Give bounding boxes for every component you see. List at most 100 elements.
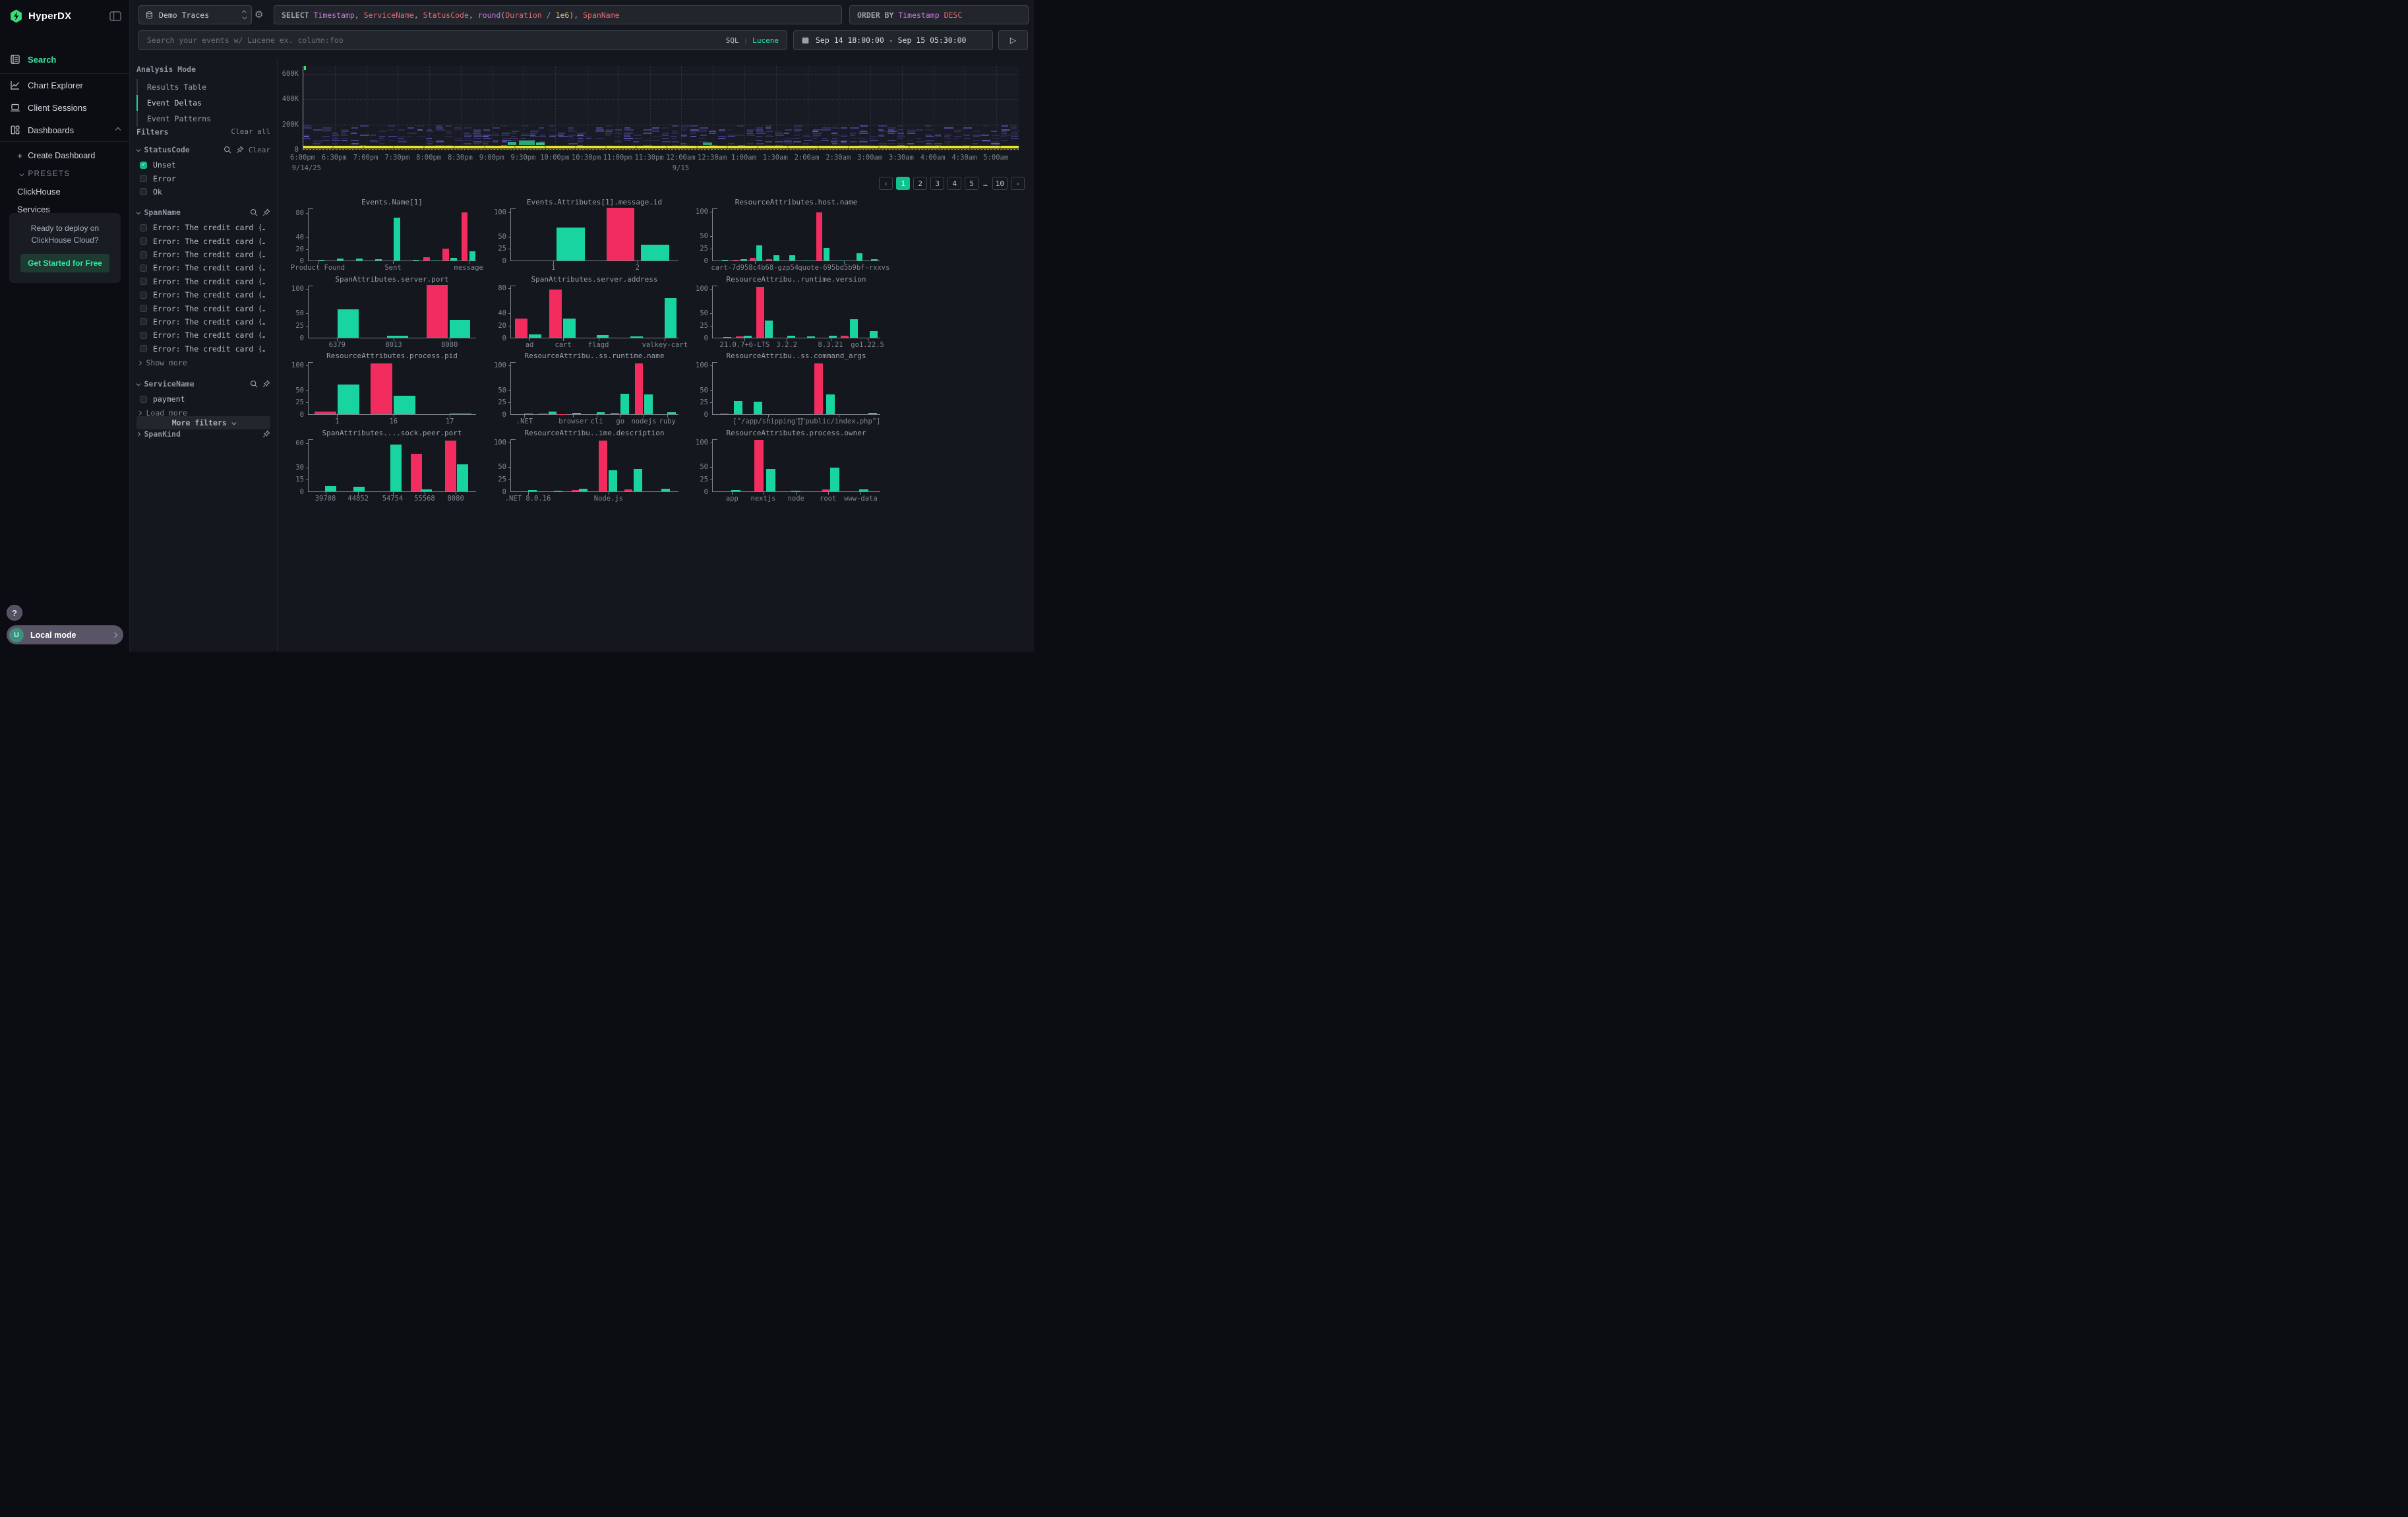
bar[interactable]: [868, 412, 877, 414]
bar[interactable]: [548, 412, 557, 414]
filter-checkbox-row[interactable]: Error: The credit card (…: [136, 342, 270, 356]
bar[interactable]: [766, 259, 772, 261]
bar[interactable]: [562, 319, 576, 338]
presets-toggle[interactable]: PRESETS: [0, 166, 129, 183]
checkbox-unchecked[interactable]: [140, 264, 147, 272]
bar[interactable]: [789, 255, 795, 261]
bar[interactable]: [814, 363, 824, 414]
bar[interactable]: [766, 469, 775, 491]
filter-checkbox-row[interactable]: Error: The credit card (…: [136, 301, 270, 315]
bar[interactable]: [731, 490, 741, 491]
bar[interactable]: [829, 467, 839, 491]
bar[interactable]: [787, 335, 795, 338]
collapse-sidebar-icon[interactable]: [109, 11, 121, 21]
checkbox-unchecked[interactable]: [140, 305, 147, 313]
bar[interactable]: [315, 412, 337, 414]
bar[interactable]: [773, 255, 780, 261]
filter-section-header[interactable]: ServiceName: [136, 375, 270, 392]
bar[interactable]: [634, 363, 644, 414]
sidebar-item-chart-explorer[interactable]: Chart Explorer: [0, 74, 129, 96]
mini-chart-plot[interactable]: 100 50 25 0 .NET browser cli go nodejs ruby: [494, 361, 678, 425]
bar[interactable]: [756, 245, 762, 261]
bar[interactable]: [754, 402, 763, 414]
pin-icon[interactable]: [262, 380, 270, 388]
checkbox-unchecked[interactable]: [140, 251, 147, 259]
checkbox-unchecked[interactable]: [140, 331, 147, 339]
sidebar-item-search[interactable]: Search: [0, 48, 129, 71]
bar[interactable]: [596, 412, 605, 414]
bar[interactable]: [390, 445, 402, 491]
bar[interactable]: [371, 363, 393, 414]
clear-all-button[interactable]: Clear all: [231, 127, 270, 136]
analysis-mode-option[interactable]: Event Deltas: [136, 95, 272, 111]
filter-section-header[interactable]: SpanKind: [136, 425, 270, 443]
checkbox-checked[interactable]: ✓: [140, 161, 147, 169]
bar[interactable]: [457, 464, 469, 491]
pin-icon[interactable]: [236, 146, 244, 154]
bar[interactable]: [807, 336, 816, 338]
bar[interactable]: [579, 488, 588, 491]
checkbox-unchecked[interactable]: [140, 224, 147, 232]
bar[interactable]: [423, 257, 431, 261]
sidebar-item-clickhouse[interactable]: ClickHouse: [17, 187, 61, 197]
filter-section-header[interactable]: SpanName: [136, 204, 270, 221]
mini-chart-plot[interactable]: 100 50 25 0 .NET 8.0.16 Node.js: [494, 439, 678, 503]
local-mode-menu[interactable]: U Local mode: [7, 625, 123, 644]
page-button-10[interactable]: 10: [992, 177, 1008, 190]
filter-checkbox-row[interactable]: Error: The credit card (…: [136, 221, 270, 234]
bar[interactable]: [528, 490, 537, 491]
bar[interactable]: [549, 290, 562, 338]
bar[interactable]: [324, 486, 336, 491]
bar[interactable]: [557, 228, 585, 261]
bar[interactable]: [450, 257, 457, 261]
bar[interactable]: [356, 259, 363, 261]
filter-checkbox-row[interactable]: Error: The credit card (…: [136, 235, 270, 248]
previous-page-button[interactable]: ‹: [879, 177, 893, 190]
bar[interactable]: [661, 488, 670, 491]
sql-mode-button[interactable]: SQL: [725, 36, 739, 45]
checkbox-unchecked[interactable]: [140, 237, 147, 245]
bar[interactable]: [858, 489, 868, 491]
help-button[interactable]: ?: [7, 605, 22, 621]
bar[interactable]: [611, 412, 619, 414]
bar[interactable]: [420, 489, 433, 491]
bar[interactable]: [756, 287, 765, 338]
bar[interactable]: [337, 259, 344, 261]
mini-chart-plot[interactable]: 60 30 15 0 39708 44852 54754 55568 8080: [295, 439, 476, 503]
events-timeline-chart[interactable]: 600K 400K 200K 0 6:00pm 6:30pm 7:00pm 7:30pm 8:0…: [278, 61, 1034, 174]
gear-icon[interactable]: ⚙: [255, 9, 264, 20]
bar[interactable]: [754, 439, 764, 491]
checkbox-unchecked[interactable]: [140, 395, 147, 403]
search-icon[interactable]: [224, 146, 231, 154]
bar[interactable]: [599, 440, 607, 491]
bar[interactable]: [733, 400, 742, 414]
filter-checkbox-row[interactable]: Error: The credit card (…: [136, 315, 270, 328]
mini-chart-plot[interactable]: 100 50 25 0 1 16 17: [291, 361, 476, 425]
bar[interactable]: [461, 212, 468, 261]
bar[interactable]: [871, 259, 878, 261]
mini-chart-plot[interactable]: 100 50 25 0 21.0.7+6-LTS 3.2.2 8.3.21 go1.22.5: [696, 285, 884, 348]
page-button-4[interactable]: 4: [948, 177, 962, 190]
filter-section-header[interactable]: StatusCode Clear: [136, 141, 270, 158]
bar[interactable]: [449, 319, 471, 338]
bar[interactable]: [515, 319, 528, 338]
create-dashboard-button[interactable]: + Create Dashboard: [0, 146, 129, 166]
bar[interactable]: [634, 468, 643, 491]
next-page-button[interactable]: ›: [1011, 177, 1025, 190]
source-select[interactable]: Demo Traces: [138, 5, 252, 24]
bar[interactable]: [740, 259, 747, 261]
mini-chart-plot[interactable]: 100 50 25 0 cart-7d958c4b68-gzp54 quote-695bd…: [696, 208, 889, 272]
bar[interactable]: [630, 336, 643, 338]
bar[interactable]: [410, 453, 422, 491]
sidebar-item-services[interactable]: Services: [17, 204, 50, 214]
mini-chart-plot[interactable]: 100 50 25 0 1 2: [494, 208, 678, 272]
filter-checkbox-row[interactable]: Error: The credit card (…: [136, 261, 270, 274]
filter-checkbox-row[interactable]: Error: [136, 171, 270, 185]
bar[interactable]: [353, 486, 365, 491]
bar[interactable]: [840, 336, 849, 338]
checkbox-unchecked[interactable]: [140, 291, 147, 299]
checkbox-unchecked[interactable]: [140, 318, 147, 326]
bar[interactable]: [764, 320, 773, 338]
mini-chart-plot[interactable]: 80 40 20 0 Product Found Sent message: [291, 208, 483, 272]
bar[interactable]: [816, 212, 823, 261]
